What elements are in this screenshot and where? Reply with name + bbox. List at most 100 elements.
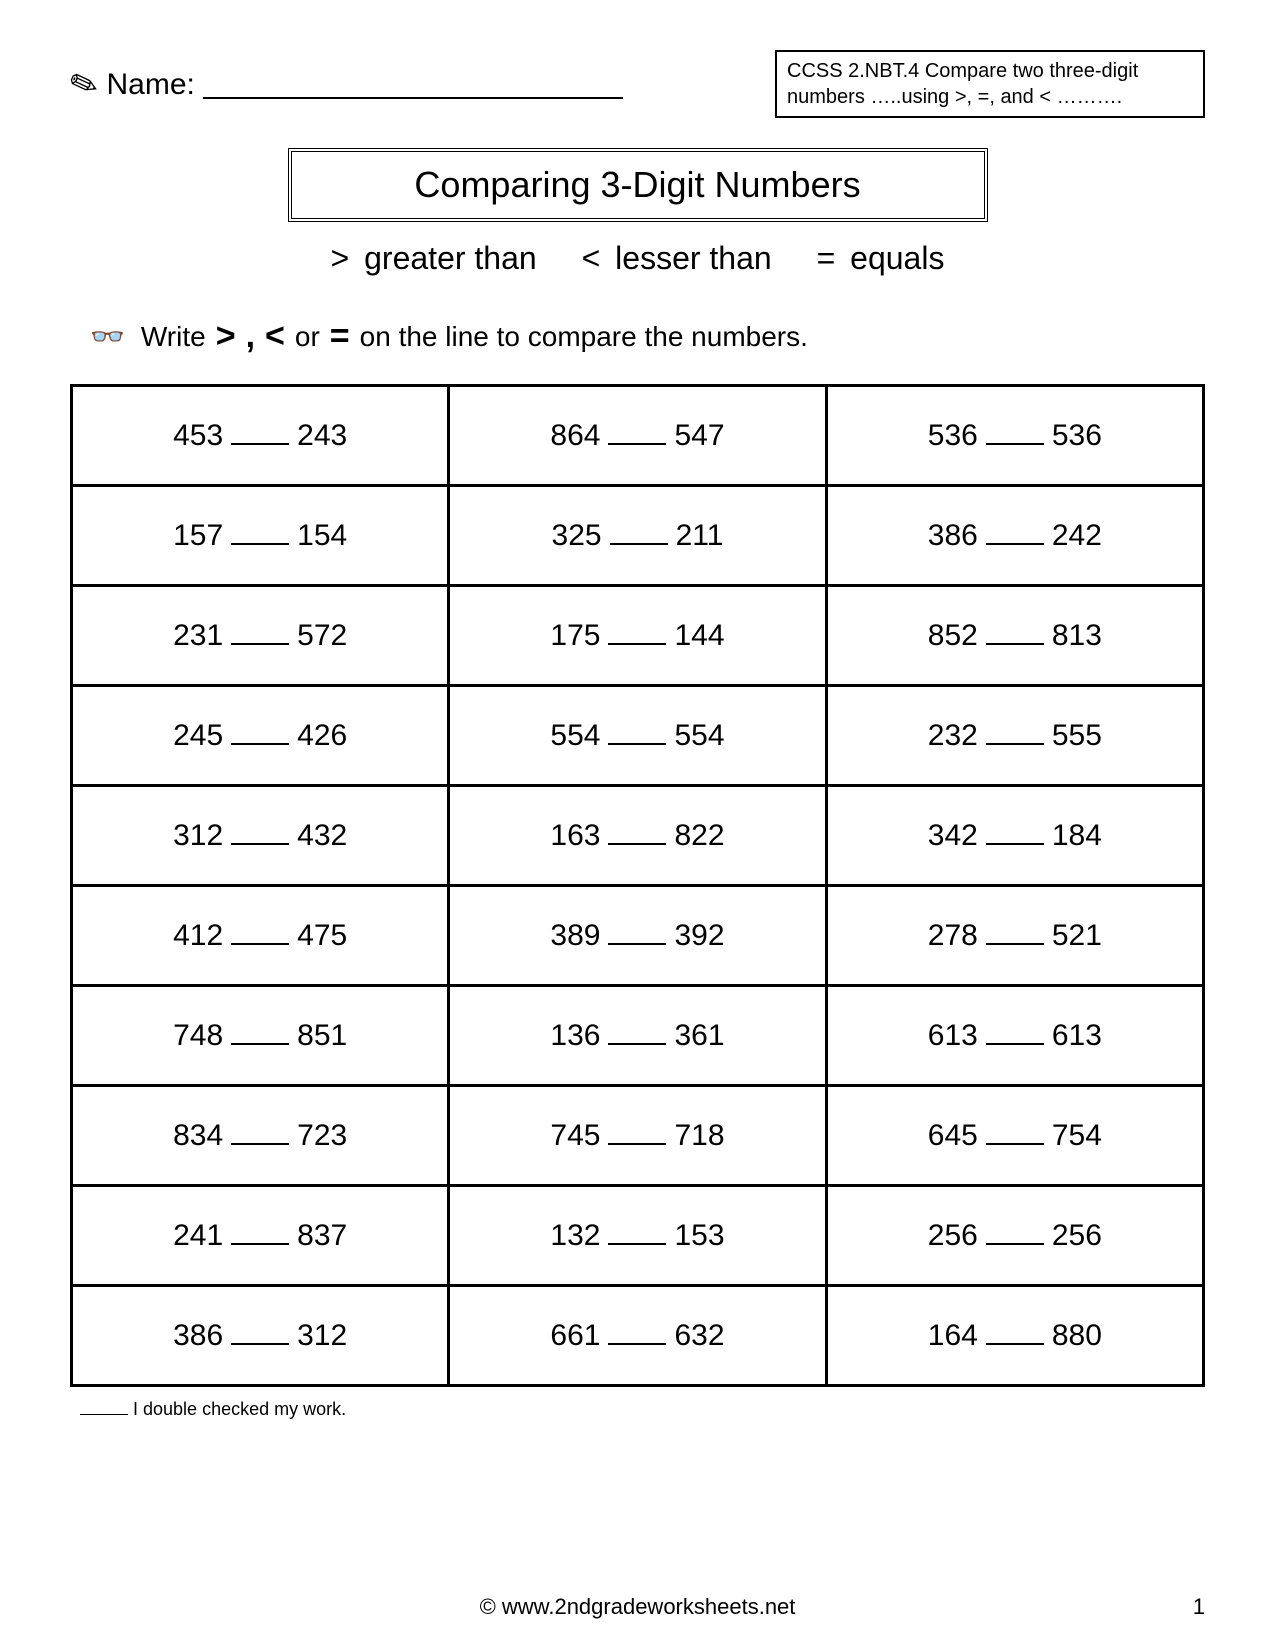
instr-gt: > <box>216 317 236 356</box>
answer-blank[interactable] <box>231 1243 289 1245</box>
right-number: 242 <box>1052 519 1102 552</box>
instr-or: or <box>295 321 320 353</box>
answer-blank[interactable] <box>986 543 1044 545</box>
answer-blank[interactable] <box>231 743 289 745</box>
left-number: 748 <box>173 1019 223 1052</box>
answer-blank[interactable] <box>231 1143 289 1145</box>
checked-blank[interactable] <box>80 1414 128 1415</box>
right-number: 243 <box>297 419 347 452</box>
answer-blank[interactable] <box>608 1143 666 1145</box>
answer-blank[interactable] <box>986 1043 1044 1045</box>
name-blank-line[interactable] <box>203 71 623 99</box>
answer-blank[interactable] <box>608 443 666 445</box>
problem-cell: 231572 <box>72 586 449 686</box>
problem-cell: 554 554 <box>449 686 826 786</box>
right-number: 521 <box>1052 919 1102 952</box>
right-number: 632 <box>674 1319 724 1352</box>
left-number: 175 <box>550 619 600 652</box>
left-number: 241 <box>173 1219 223 1252</box>
answer-blank[interactable] <box>608 943 666 945</box>
problem-cell: 278 521 <box>826 886 1203 986</box>
right-number: 153 <box>674 1219 724 1252</box>
right-number: 475 <box>297 919 347 952</box>
instr-lt: < <box>265 317 285 356</box>
problem-cell: 256256 <box>826 1186 1203 1286</box>
problem-cell: 136 361 <box>449 986 826 1086</box>
right-number: 211 <box>676 519 724 552</box>
left-number: 864 <box>550 419 600 452</box>
name-label: Name: <box>107 68 195 102</box>
right-number: 536 <box>1052 419 1102 452</box>
table-row: 748851136361613613 <box>72 986 1204 1086</box>
left-number: 554 <box>550 719 600 752</box>
answer-blank[interactable] <box>986 1343 1044 1345</box>
right-number: 392 <box>674 919 724 952</box>
instr-comma: , <box>246 317 255 356</box>
lt-label: lesser than <box>615 240 772 276</box>
right-number: 256 <box>1052 1219 1102 1252</box>
table-row: 834723745718645754 <box>72 1086 1204 1186</box>
standard-box: CCSS 2.NBT.4 Compare two three-digit num… <box>775 50 1205 118</box>
left-number: 163 <box>550 819 600 852</box>
answer-blank[interactable] <box>608 1343 666 1345</box>
answer-blank[interactable] <box>986 843 1044 845</box>
problem-cell: 389 392 <box>449 886 826 986</box>
answer-blank[interactable] <box>986 1143 1044 1145</box>
answer-blank[interactable] <box>231 943 289 945</box>
footer-credit: © www.2ndgradeworksheets.net <box>0 1594 1275 1620</box>
left-number: 389 <box>550 919 600 952</box>
answer-blank[interactable] <box>986 443 1044 445</box>
answer-blank[interactable] <box>231 443 289 445</box>
right-number: 754 <box>1052 1119 1102 1152</box>
right-number: 547 <box>674 419 724 452</box>
right-number: 361 <box>674 1019 724 1052</box>
right-number: 312 <box>297 1319 347 1352</box>
left-number: 136 <box>550 1019 600 1052</box>
problem-cell: 312432 <box>72 786 449 886</box>
right-number: 723 <box>297 1119 347 1152</box>
answer-blank[interactable] <box>608 843 666 845</box>
gt-symbol: > <box>331 240 350 276</box>
problem-cell: 852813 <box>826 586 1203 686</box>
answer-blank[interactable] <box>231 1043 289 1045</box>
problem-cell: 453243 <box>72 386 449 486</box>
right-number: 432 <box>297 819 347 852</box>
answer-blank[interactable] <box>608 1243 666 1245</box>
left-number: 132 <box>550 1219 600 1252</box>
left-number: 745 <box>550 1119 600 1152</box>
answer-blank[interactable] <box>231 543 289 545</box>
problem-cell: 325211 <box>449 486 826 586</box>
problem-cell: 163 822 <box>449 786 826 886</box>
instr-post: on the line to compare the numbers. <box>360 321 808 353</box>
left-number: 342 <box>928 819 978 852</box>
answer-blank[interactable] <box>608 743 666 745</box>
answer-blank[interactable] <box>610 543 668 545</box>
right-number: 822 <box>674 819 724 852</box>
answer-blank[interactable] <box>986 1243 1044 1245</box>
lt-symbol: < <box>582 240 601 276</box>
answer-blank[interactable] <box>608 643 666 645</box>
header-row: ✎ Name: CCSS 2.NBT.4 Compare two three-d… <box>70 50 1205 118</box>
answer-blank[interactable] <box>231 1343 289 1345</box>
answer-blank[interactable] <box>231 643 289 645</box>
table-row: 157154325211386242 <box>72 486 1204 586</box>
problem-cell: 157154 <box>72 486 449 586</box>
answer-blank[interactable] <box>608 1043 666 1045</box>
left-number: 164 <box>928 1319 978 1352</box>
problem-cell: 245426 <box>72 686 449 786</box>
gt-label: greater than <box>364 240 537 276</box>
answer-blank[interactable] <box>986 943 1044 945</box>
right-number: 813 <box>1052 619 1102 652</box>
pencil-icon: ✎ <box>65 64 103 106</box>
table-row: 312432163822342184 <box>72 786 1204 886</box>
instruction: 👓 Write > , < or = on the line to compar… <box>90 317 1205 356</box>
checked-label: I double checked my work. <box>133 1399 346 1419</box>
answer-blank[interactable] <box>986 643 1044 645</box>
left-number: 278 <box>928 919 978 952</box>
right-number: 554 <box>674 719 724 752</box>
answer-blank[interactable] <box>986 743 1044 745</box>
problem-cell: 175144 <box>449 586 826 686</box>
glasses-icon: 👓 <box>90 320 125 353</box>
right-number: 613 <box>1052 1019 1102 1052</box>
answer-blank[interactable] <box>231 843 289 845</box>
